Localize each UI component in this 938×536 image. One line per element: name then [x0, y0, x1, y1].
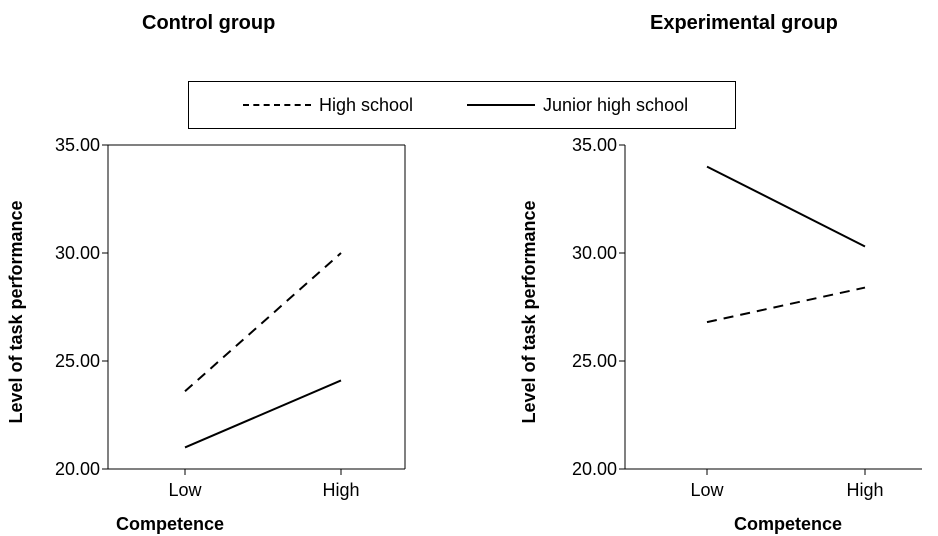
- experimental-x-tick-label: Low: [690, 480, 724, 500]
- experimental-series-junior-high-school-line: [706, 165, 866, 248]
- legend-label-high-school: High school: [319, 94, 414, 115]
- experimental-series-high-school-line: [706, 286, 866, 324]
- legend-item-high-school: High school: [243, 82, 413, 128]
- legend-solid-line-icon: [467, 104, 535, 106]
- experimental-y-tick-label: 35.00: [572, 135, 617, 155]
- experimental-y-tick-label: 20.00: [572, 459, 617, 479]
- control-y-tick-label: 20.00: [55, 459, 100, 479]
- control-series-junior-high-school-line: [184, 379, 342, 449]
- legend-item-junior-high-school: Junior high school: [467, 82, 688, 128]
- control-y-tick-label: 35.00: [55, 135, 100, 155]
- experimental-y-axis-label: Level of task performance: [519, 200, 539, 423]
- control-series-high-school-line: [184, 252, 342, 392]
- control-x-tick-label: High: [322, 480, 359, 500]
- control-y-tick-label: 30.00: [55, 243, 100, 263]
- legend: High school Junior high school: [188, 81, 736, 129]
- experimental-y-tick-label: 30.00: [572, 243, 617, 263]
- control-x-axis-label: Competence: [116, 514, 224, 534]
- legend-label-junior-high-school: Junior high school: [543, 94, 689, 115]
- experimental-y-tick-label: 25.00: [572, 351, 617, 371]
- experimental-x-axis-label: Competence: [734, 514, 842, 534]
- control-y-tick-label: 25.00: [55, 351, 100, 371]
- control-y-axis-label: Level of task performance: [6, 200, 26, 423]
- experimental-group-title: Experimental group: [650, 12, 838, 34]
- experimental-x-tick-label: High: [846, 480, 883, 500]
- control-x-tick-label: Low: [168, 480, 202, 500]
- legend-dashed-line-icon: [243, 104, 311, 106]
- control-group-title: Control group: [142, 12, 276, 34]
